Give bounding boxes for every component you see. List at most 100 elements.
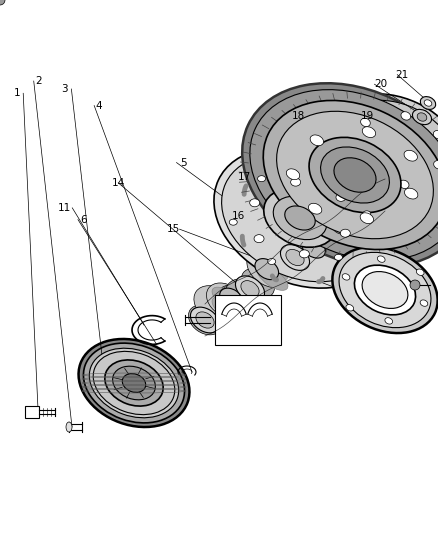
Ellipse shape xyxy=(194,286,237,325)
Circle shape xyxy=(0,0,5,5)
Ellipse shape xyxy=(420,300,428,306)
Ellipse shape xyxy=(217,285,257,320)
Circle shape xyxy=(410,280,420,290)
Ellipse shape xyxy=(254,235,264,243)
Ellipse shape xyxy=(323,212,362,247)
Ellipse shape xyxy=(236,276,265,302)
Ellipse shape xyxy=(335,254,343,260)
Ellipse shape xyxy=(353,175,396,214)
Ellipse shape xyxy=(285,206,315,230)
Ellipse shape xyxy=(354,265,416,315)
Ellipse shape xyxy=(362,127,376,138)
Text: 3: 3 xyxy=(61,84,68,94)
Ellipse shape xyxy=(378,136,412,164)
Text: 5: 5 xyxy=(180,158,187,167)
Ellipse shape xyxy=(191,307,219,333)
Ellipse shape xyxy=(286,169,300,180)
Text: 21: 21 xyxy=(396,70,409,79)
Ellipse shape xyxy=(259,246,299,281)
Ellipse shape xyxy=(420,96,436,109)
Ellipse shape xyxy=(242,83,438,267)
Ellipse shape xyxy=(250,199,260,207)
Ellipse shape xyxy=(122,374,146,392)
Ellipse shape xyxy=(196,312,214,328)
Ellipse shape xyxy=(433,131,438,139)
Ellipse shape xyxy=(312,209,352,245)
Ellipse shape xyxy=(331,218,349,235)
Ellipse shape xyxy=(334,158,376,192)
Text: 4: 4 xyxy=(95,101,102,110)
Ellipse shape xyxy=(376,187,394,203)
Ellipse shape xyxy=(347,193,378,218)
Ellipse shape xyxy=(277,111,433,239)
Ellipse shape xyxy=(357,204,380,225)
Ellipse shape xyxy=(250,90,438,260)
Ellipse shape xyxy=(332,205,375,244)
Ellipse shape xyxy=(346,304,353,311)
Ellipse shape xyxy=(434,160,438,169)
Ellipse shape xyxy=(342,145,352,154)
Ellipse shape xyxy=(332,247,438,333)
Text: 2: 2 xyxy=(35,76,42,86)
Ellipse shape xyxy=(385,318,392,324)
Ellipse shape xyxy=(105,360,163,406)
Ellipse shape xyxy=(226,279,269,318)
Text: 11: 11 xyxy=(58,203,71,213)
Ellipse shape xyxy=(371,182,399,208)
Ellipse shape xyxy=(347,204,378,228)
Ellipse shape xyxy=(206,283,246,318)
Ellipse shape xyxy=(404,150,417,161)
Ellipse shape xyxy=(222,154,378,282)
Ellipse shape xyxy=(310,135,324,146)
Ellipse shape xyxy=(362,271,408,309)
FancyBboxPatch shape xyxy=(25,406,39,418)
Ellipse shape xyxy=(188,305,222,335)
Text: 19: 19 xyxy=(361,111,374,121)
Text: 15: 15 xyxy=(166,224,180,234)
Ellipse shape xyxy=(336,193,346,201)
Ellipse shape xyxy=(302,235,333,259)
Ellipse shape xyxy=(299,250,309,258)
Ellipse shape xyxy=(334,100,438,200)
Ellipse shape xyxy=(347,195,380,224)
Ellipse shape xyxy=(424,100,432,106)
Ellipse shape xyxy=(326,94,438,206)
Ellipse shape xyxy=(264,189,336,247)
Ellipse shape xyxy=(339,252,431,328)
Ellipse shape xyxy=(378,256,385,262)
Text: 18: 18 xyxy=(292,111,305,121)
Ellipse shape xyxy=(273,196,327,240)
Ellipse shape xyxy=(280,245,310,270)
Ellipse shape xyxy=(365,173,405,208)
Ellipse shape xyxy=(360,118,370,127)
Ellipse shape xyxy=(255,259,279,280)
Ellipse shape xyxy=(212,287,243,312)
Ellipse shape xyxy=(214,148,386,288)
Ellipse shape xyxy=(359,173,369,181)
Text: 20: 20 xyxy=(374,79,388,89)
Ellipse shape xyxy=(308,203,322,214)
Bar xyxy=(215,295,281,345)
Ellipse shape xyxy=(270,248,309,284)
Ellipse shape xyxy=(302,224,333,249)
Ellipse shape xyxy=(279,242,322,281)
Ellipse shape xyxy=(220,288,244,309)
Ellipse shape xyxy=(247,249,290,288)
Text: 14: 14 xyxy=(112,178,125,188)
Ellipse shape xyxy=(93,351,175,415)
Ellipse shape xyxy=(309,138,401,213)
Text: 17: 17 xyxy=(238,173,251,182)
Ellipse shape xyxy=(89,348,179,418)
Ellipse shape xyxy=(302,237,325,258)
Ellipse shape xyxy=(257,256,288,280)
Ellipse shape xyxy=(364,125,426,175)
Ellipse shape xyxy=(401,112,411,120)
Ellipse shape xyxy=(294,232,328,261)
Ellipse shape xyxy=(241,281,259,297)
Ellipse shape xyxy=(258,176,265,182)
Ellipse shape xyxy=(340,229,350,237)
Ellipse shape xyxy=(324,172,332,177)
Ellipse shape xyxy=(413,109,431,125)
Ellipse shape xyxy=(321,147,389,203)
Ellipse shape xyxy=(405,188,418,199)
